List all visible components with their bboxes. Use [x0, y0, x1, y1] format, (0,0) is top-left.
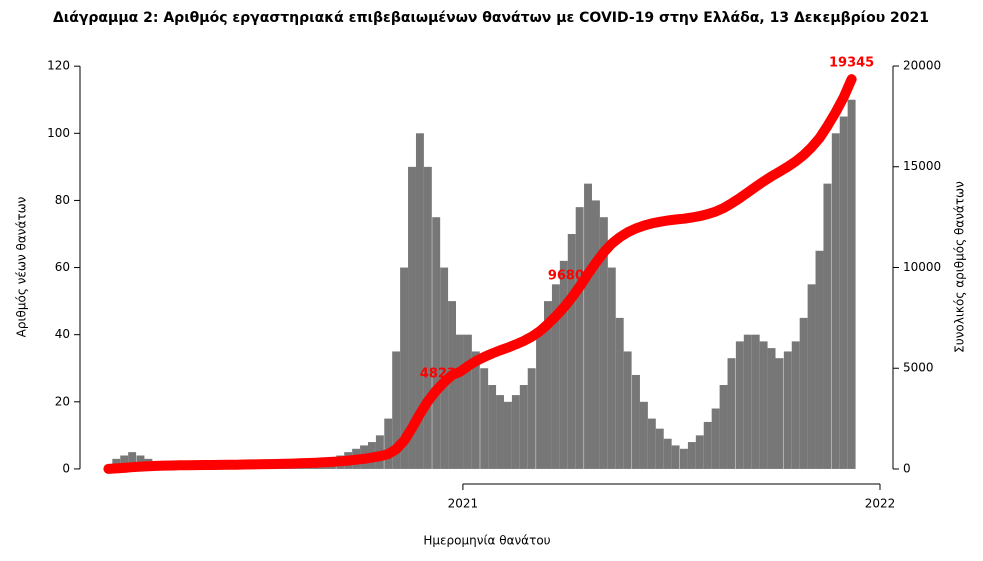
chart-title: Διάγραμμα 2: Αριθμός εργαστηριακά επιβεβ… [53, 10, 929, 26]
y-axis-label: Αριθμός νέων θανάτων [15, 196, 29, 337]
y-tick-label: 120 [47, 59, 70, 73]
y2-tick-label: 5000 [903, 361, 934, 375]
bar [120, 455, 129, 469]
bar [815, 250, 824, 469]
bar [743, 334, 752, 469]
cumulative-line [103, 74, 857, 474]
x-axis-label: Ημερομηνία θανάτου [423, 534, 550, 548]
bar [384, 418, 393, 469]
bar [783, 351, 792, 469]
bar [527, 368, 536, 469]
y-tick-label: 20 [55, 394, 70, 408]
y2-tick-label: 15000 [903, 159, 941, 173]
bar [488, 385, 497, 469]
bar [663, 438, 672, 469]
y2-axis-label: Συνολικός αριθμός θανάτων [953, 181, 967, 353]
bar [767, 348, 776, 469]
bar [831, 133, 840, 469]
bar [615, 317, 624, 469]
y-tick-label: 0 [62, 461, 70, 475]
bar [839, 116, 848, 469]
bar [695, 435, 704, 469]
bar [440, 267, 449, 469]
x-tick-label: 2021 [448, 497, 479, 511]
bar [823, 183, 832, 469]
bar [847, 99, 856, 469]
bar [735, 341, 744, 469]
bar [415, 133, 424, 469]
y2-tick-label: 20000 [903, 58, 941, 72]
bar [432, 217, 441, 469]
bar [471, 351, 480, 469]
bar [679, 448, 688, 469]
bar [807, 284, 816, 469]
bar [647, 418, 656, 469]
bar [392, 351, 401, 469]
bar [423, 166, 432, 469]
bar [551, 284, 560, 469]
y2-tick-label: 0 [903, 461, 911, 475]
bar [727, 358, 736, 469]
bar [575, 207, 584, 469]
y2-tick-label: 10000 [903, 260, 941, 274]
x-tick-label: 2022 [865, 497, 896, 511]
bar [496, 395, 504, 469]
bar [544, 301, 552, 469]
value-label: 4823 [420, 366, 456, 381]
bar [584, 183, 592, 469]
y-tick-label: 60 [55, 260, 70, 274]
y-tick-label: 40 [55, 327, 70, 341]
bar [591, 200, 600, 469]
bar [687, 442, 696, 469]
bar [448, 301, 457, 469]
value-label: 9680 [548, 268, 584, 283]
bar [711, 408, 720, 469]
bar [751, 334, 760, 469]
bar [599, 217, 608, 469]
bar [799, 317, 808, 469]
bar [607, 267, 616, 469]
y-tick-label: 100 [47, 126, 70, 140]
bar [567, 233, 576, 469]
bar [408, 166, 416, 469]
bar [503, 401, 512, 469]
bar [480, 368, 489, 469]
bar [632, 374, 640, 469]
value-label: 19345 [829, 56, 874, 71]
y-tick-label: 80 [55, 193, 70, 207]
bar [623, 351, 632, 469]
bar [775, 358, 784, 469]
bar [655, 428, 664, 469]
bar [519, 385, 528, 469]
bar [759, 341, 768, 469]
bar [719, 385, 728, 469]
bar [463, 334, 472, 469]
bar [456, 334, 464, 469]
bar [639, 401, 648, 469]
bar [559, 260, 568, 469]
bar [511, 395, 520, 469]
bar [400, 267, 409, 469]
bar [703, 421, 712, 469]
bar [671, 445, 680, 469]
bar [791, 341, 800, 469]
bar [536, 334, 545, 469]
bar [128, 452, 137, 469]
